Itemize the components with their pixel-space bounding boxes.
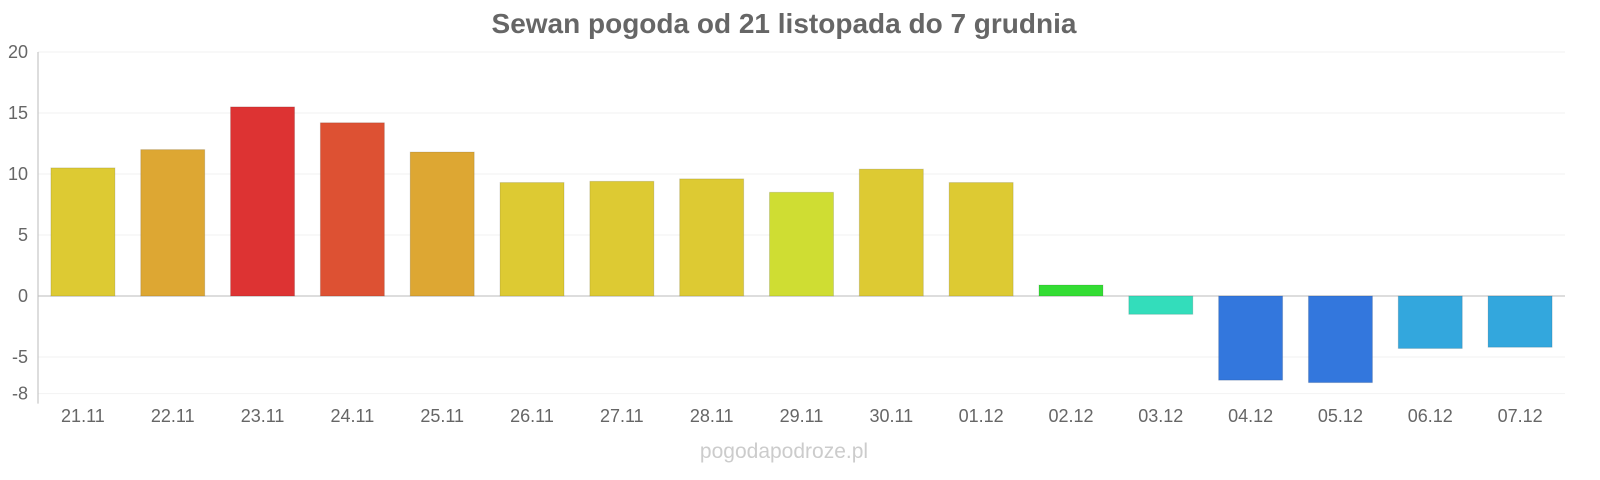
x-tick-label: 07.12 (1498, 406, 1543, 426)
x-tick-label: 27.11 (600, 406, 644, 426)
bar-03.12 (1128, 295, 1194, 315)
bar-01.12 (948, 182, 1014, 297)
bar-02.12 (1038, 284, 1104, 297)
x-tick-label: 01.12 (959, 406, 1004, 426)
bar-30.11 (858, 168, 924, 297)
x-tick-label: 28.11 (690, 406, 734, 426)
x-tick-label: 29.11 (780, 406, 824, 426)
bar-05.12 (1307, 295, 1373, 384)
y-tick-label: -5 (12, 347, 28, 367)
x-tick-label: 25.11 (420, 406, 464, 426)
x-tick-label: 23.11 (241, 406, 285, 426)
y-tick-label: 5 (18, 225, 28, 245)
x-tick-label: 05.12 (1318, 406, 1363, 426)
y-tick-label: 10 (8, 164, 28, 184)
x-tick-label: 30.11 (869, 406, 913, 426)
chart-title: Sewan pogoda od 21 listopada do 7 grudni… (491, 8, 1077, 39)
x-tick-label: 04.12 (1228, 406, 1273, 426)
y-tick-label: 15 (8, 103, 28, 123)
bar-23.11 (230, 106, 296, 297)
x-tick-label: 06.12 (1408, 406, 1453, 426)
x-tick-label: 02.12 (1048, 406, 1093, 426)
y-tick-label: 20 (8, 42, 28, 62)
bar-04.12 (1218, 295, 1284, 381)
bar-07.12 (1487, 295, 1553, 348)
x-tick-label: 03.12 (1138, 406, 1183, 426)
x-tick-label: 22.11 (151, 406, 195, 426)
y-tick-label: 0 (18, 286, 28, 306)
bar-28.11 (679, 178, 745, 297)
y-tick-label: -8 (12, 384, 28, 404)
bar-21.11 (50, 167, 116, 297)
bar-06.12 (1397, 295, 1463, 349)
bar-25.11 (409, 151, 475, 297)
bar-29.11 (769, 191, 834, 297)
x-tick-label: 26.11 (510, 406, 554, 426)
bar-26.11 (499, 182, 565, 297)
x-tick-label: 24.11 (331, 406, 375, 426)
bar-22.11 (140, 149, 206, 297)
bar-24.11 (319, 122, 385, 297)
bar-27.11 (589, 180, 655, 297)
x-tick-label: 21.11 (61, 406, 105, 426)
watermark-credit: pogodapodroze.pl (699, 440, 869, 463)
